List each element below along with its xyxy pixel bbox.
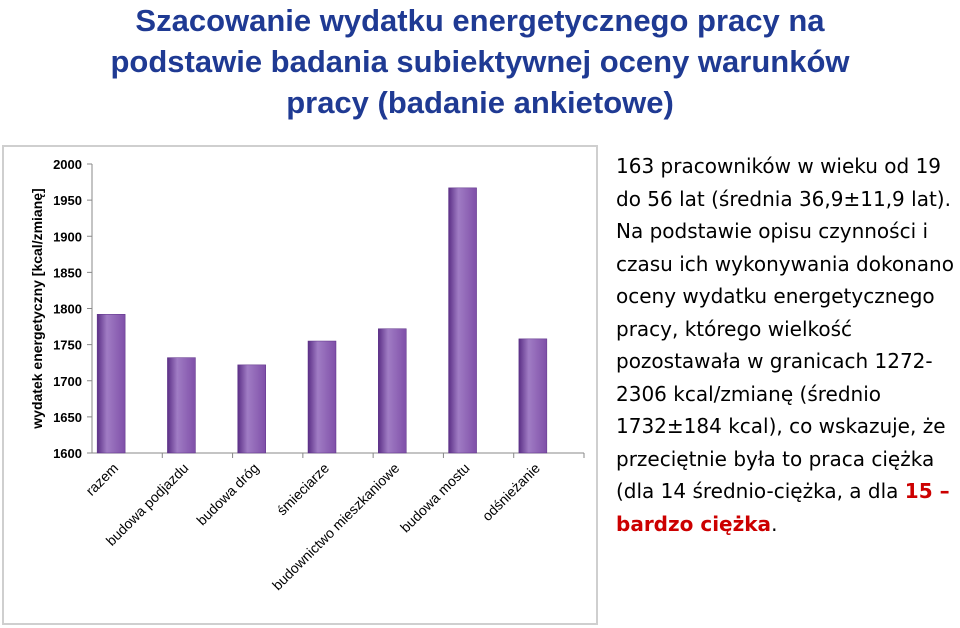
description-text: 163 pracowników w wieku od 19 do 56 lat … — [616, 150, 956, 540]
bar-6 — [518, 338, 548, 454]
y-tick-label: 1850 — [53, 265, 82, 280]
x-tick-label: budownictwo mieszkaniowe — [269, 460, 403, 594]
y-tick-label: 1900 — [53, 229, 82, 244]
description-highlight: 15 – bardzo ciężka — [616, 479, 950, 536]
y-tick-label: 1750 — [53, 338, 82, 353]
x-tick-label: budowa dróg — [193, 460, 262, 529]
x-tick-label: budowa mostu — [397, 460, 473, 536]
bar-0 — [96, 314, 126, 454]
page-title: Szacowanie wydatku energetycznego pracy … — [40, 0, 920, 123]
bar-4 — [378, 328, 407, 454]
y-axis-title: wydatek energetyczny [kcal/zmianę] — [29, 188, 45, 429]
y-tick-label: 1650 — [53, 410, 82, 425]
description-main: 163 pracowników w wieku od 19 do 56 lat … — [616, 154, 954, 503]
bar-2 — [237, 364, 266, 454]
title-line-3: pracy (badanie ankietowe) — [286, 85, 674, 120]
y-tick-label: 2000 — [53, 157, 82, 172]
y-tick-label: 1700 — [53, 374, 82, 389]
description-end: . — [771, 511, 778, 536]
title-line-1: Szacowanie wydatku energetycznego pracy … — [135, 3, 825, 38]
y-tick-label: 1800 — [53, 302, 82, 317]
bar-chart: 1600 1650 1700 1750 1800 1850 1900 1950 2000 wyda… — [29, 157, 585, 594]
bar-5 — [448, 187, 477, 454]
x-tick-label: razem — [82, 460, 121, 499]
x-tick-label: odśnieżanie — [479, 460, 543, 524]
y-tick-label: 1950 — [53, 193, 82, 208]
bar-3 — [307, 340, 337, 454]
x-tick-label: śmieciarze — [273, 460, 332, 519]
y-tick-label: 1600 — [53, 446, 82, 461]
title-line-2: podstawie badania subiektywnej oceny war… — [110, 44, 850, 79]
chart-frame: 1600 1650 1700 1750 1800 1850 1900 1950 2000 wyda… — [2, 145, 598, 625]
bar-1 — [167, 357, 196, 454]
